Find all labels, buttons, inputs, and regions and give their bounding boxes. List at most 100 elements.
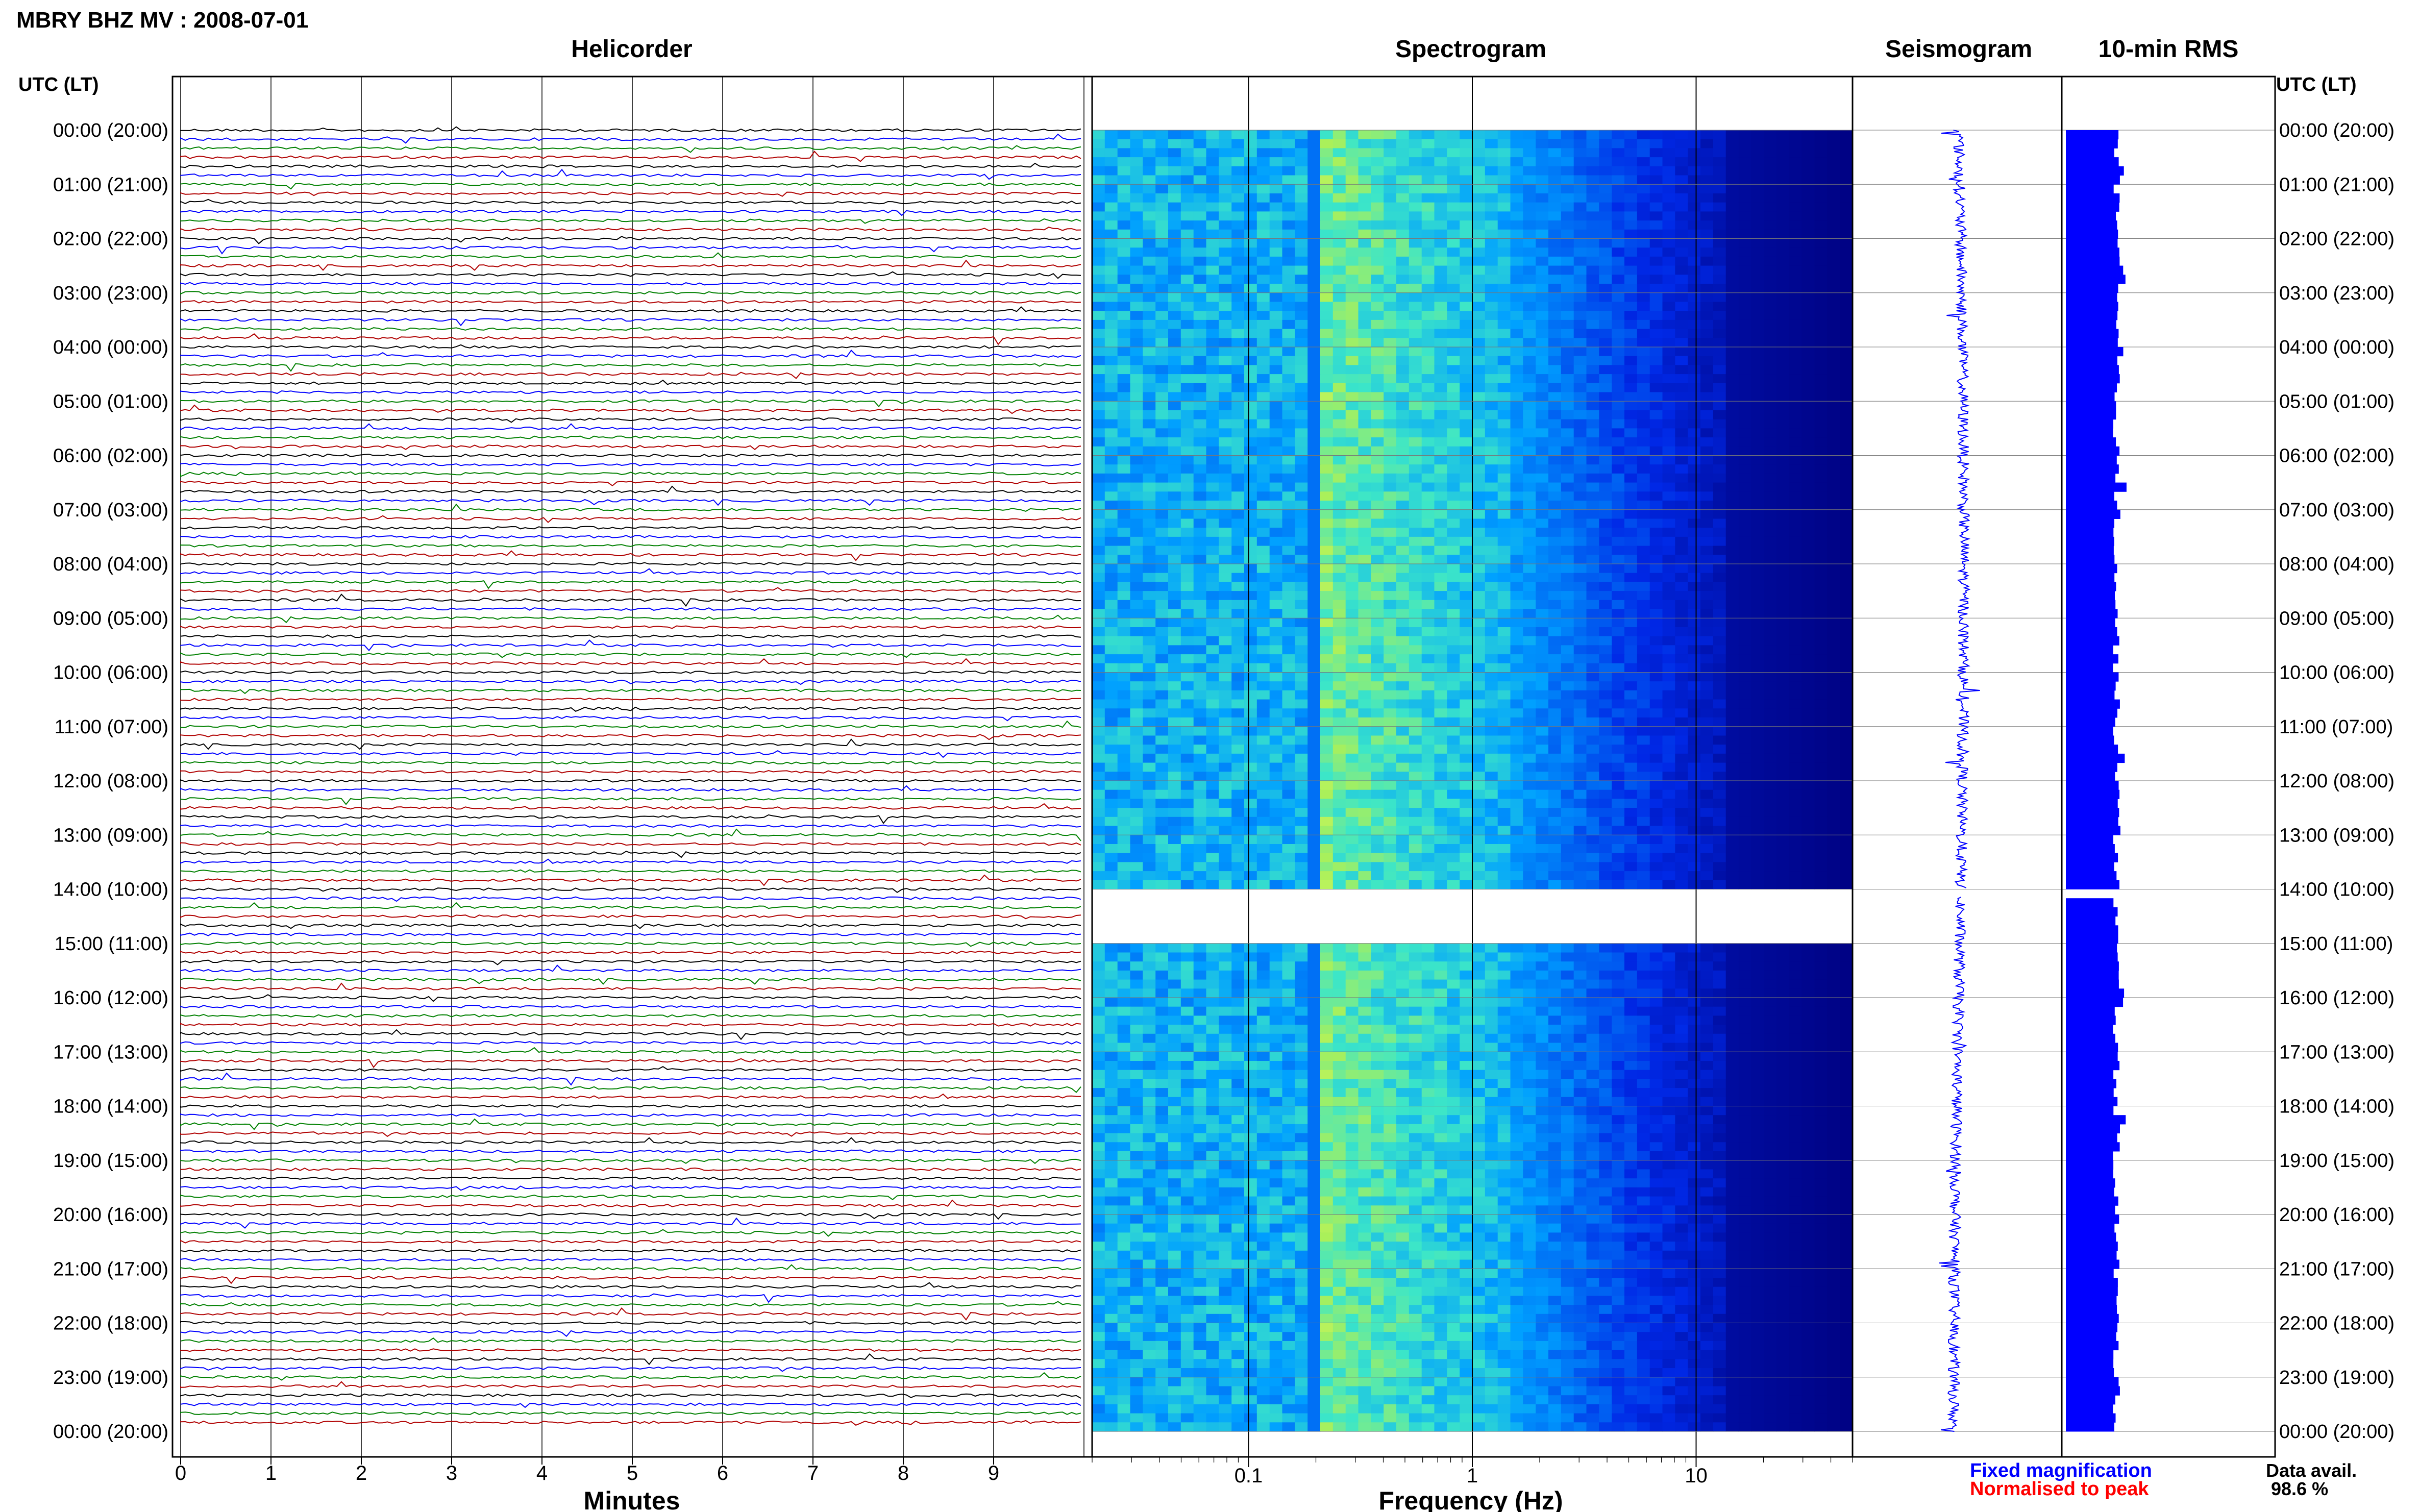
spectrogram-cell xyxy=(1485,672,1498,682)
spectrogram-cell xyxy=(1421,184,1435,194)
spectrogram-cell xyxy=(1536,618,1549,628)
spectrogram-cell xyxy=(1384,446,1397,456)
spectrogram-cell xyxy=(1307,618,1321,628)
spectrogram-cell xyxy=(1713,329,1726,338)
spectrogram-cell xyxy=(1612,536,1625,547)
spectrogram-cell xyxy=(1561,275,1574,284)
helicorder-trace xyxy=(180,1195,1081,1201)
spectrogram-cell xyxy=(1231,491,1245,501)
spectrogram-cell xyxy=(1840,501,1853,510)
helicorder-trace xyxy=(180,1047,1081,1054)
spectrogram-cell xyxy=(1143,157,1156,167)
spectrogram-cell xyxy=(1168,311,1181,320)
spectrogram-cell xyxy=(1092,491,1105,501)
spectrogram-cell xyxy=(1104,184,1118,194)
spectrogram-cell xyxy=(1244,410,1257,420)
spectrogram-cell xyxy=(1738,753,1751,763)
spectrogram-cell xyxy=(1510,139,1523,148)
spectrogram-cell xyxy=(1599,365,1612,375)
spectrogram-cell xyxy=(1320,853,1334,862)
spectrogram-cell xyxy=(1485,609,1498,618)
spectrogram-cell xyxy=(1637,844,1650,854)
spectrogram-cell xyxy=(1206,681,1219,691)
spectrogram-cell xyxy=(1751,311,1764,320)
spectrogram-cell xyxy=(1371,139,1384,148)
spectrogram-cell xyxy=(1814,401,1828,411)
spectrogram-cell xyxy=(1827,329,1840,338)
spectrogram-cell xyxy=(1092,392,1105,402)
spectrogram-cell xyxy=(1256,735,1270,745)
spectrogram-cell xyxy=(1143,338,1156,348)
spectrogram-cell xyxy=(1219,229,1232,239)
spectrogram-cell xyxy=(1307,374,1321,384)
spectrogram-cell xyxy=(1612,374,1625,384)
spectrogram-cell xyxy=(1713,708,1726,718)
spectrogram-cell xyxy=(1371,600,1384,610)
spectrogram-cell xyxy=(1409,473,1422,483)
spectrogram-cell xyxy=(1637,816,1650,827)
spectrogram-cell xyxy=(1688,419,1701,429)
helicorder-trace xyxy=(180,932,1081,936)
spectrogram-cell xyxy=(1447,265,1460,275)
spectrogram-cell xyxy=(1738,762,1751,772)
spectrogram-cell xyxy=(1092,555,1105,564)
spectrogram-cell xyxy=(1688,600,1701,610)
spectrogram-cell xyxy=(1713,220,1726,230)
spectrogram-cell xyxy=(1751,808,1764,817)
spectrogram-cell xyxy=(1231,247,1245,257)
spectrogram-cell xyxy=(1434,789,1447,799)
spectrogram-cell xyxy=(1536,455,1549,465)
spectrogram-cell xyxy=(1725,464,1739,474)
spectrogram-cell xyxy=(1624,772,1638,781)
spectrogram-cell xyxy=(1751,491,1764,501)
spectrogram-cell xyxy=(1573,609,1587,618)
spectrogram-cell xyxy=(1776,229,1790,239)
spectrogram-cell xyxy=(1155,392,1169,402)
spectrogram-cell xyxy=(1384,645,1397,655)
spectrogram-cell xyxy=(1624,148,1638,158)
utc-header-left: UTC (LT) xyxy=(18,74,99,95)
spectrogram-cell xyxy=(1738,699,1751,709)
spectrogram-cell xyxy=(1104,799,1118,808)
spectrogram-cell xyxy=(1561,428,1574,438)
spectrogram-cell xyxy=(1827,762,1840,772)
spectrogram-cell xyxy=(1599,564,1612,574)
spectrogram-cell xyxy=(1738,455,1751,465)
spectrogram-cell xyxy=(1776,482,1790,492)
spectrogram-cell xyxy=(1789,148,1803,158)
spectrogram-cell xyxy=(1295,284,1308,293)
spectrogram-cell xyxy=(1713,564,1726,574)
spectrogram-cell xyxy=(1409,455,1422,465)
spectrogram-cell xyxy=(1421,157,1435,167)
spectrogram-cell xyxy=(1345,319,1359,330)
spectrogram-cell xyxy=(1827,220,1840,230)
spectrogram-cell xyxy=(1117,356,1131,365)
spectrogram-cell xyxy=(1751,193,1764,203)
spectrogram-cell xyxy=(1624,229,1638,239)
spectrogram-cell xyxy=(1561,211,1574,221)
spectrogram-cell xyxy=(1523,672,1536,682)
spectrogram-cell xyxy=(1206,573,1219,582)
spectrogram-cell xyxy=(1510,464,1523,474)
spectrogram-cell xyxy=(1320,184,1334,194)
spectrogram-cell xyxy=(1599,618,1612,628)
spectrogram-cell xyxy=(1092,193,1105,203)
spectrogram-cell xyxy=(1155,690,1169,700)
spectrogram-cell xyxy=(1244,645,1257,655)
spectrogram-cell xyxy=(1143,618,1156,628)
spectrogram-cell xyxy=(1409,311,1422,320)
spectrogram-cell xyxy=(1738,564,1751,574)
spectrogram-cell xyxy=(1434,437,1447,447)
spectrogram-cell xyxy=(1307,708,1321,718)
spectrogram-cell xyxy=(1472,582,1486,591)
spectrogram-cell xyxy=(1155,175,1169,185)
spectrogram-cell xyxy=(1371,410,1384,420)
spectrogram-cell xyxy=(1840,130,1853,140)
spectrogram-cell xyxy=(1764,446,1777,456)
spectrogram-cell xyxy=(1282,311,1295,320)
spectrogram-cell xyxy=(1561,491,1574,501)
spectrogram-cell xyxy=(1586,726,1599,736)
spectrogram-cell xyxy=(1384,762,1397,772)
spectrogram-cell xyxy=(1675,166,1688,176)
spectrogram-cell xyxy=(1497,573,1511,582)
